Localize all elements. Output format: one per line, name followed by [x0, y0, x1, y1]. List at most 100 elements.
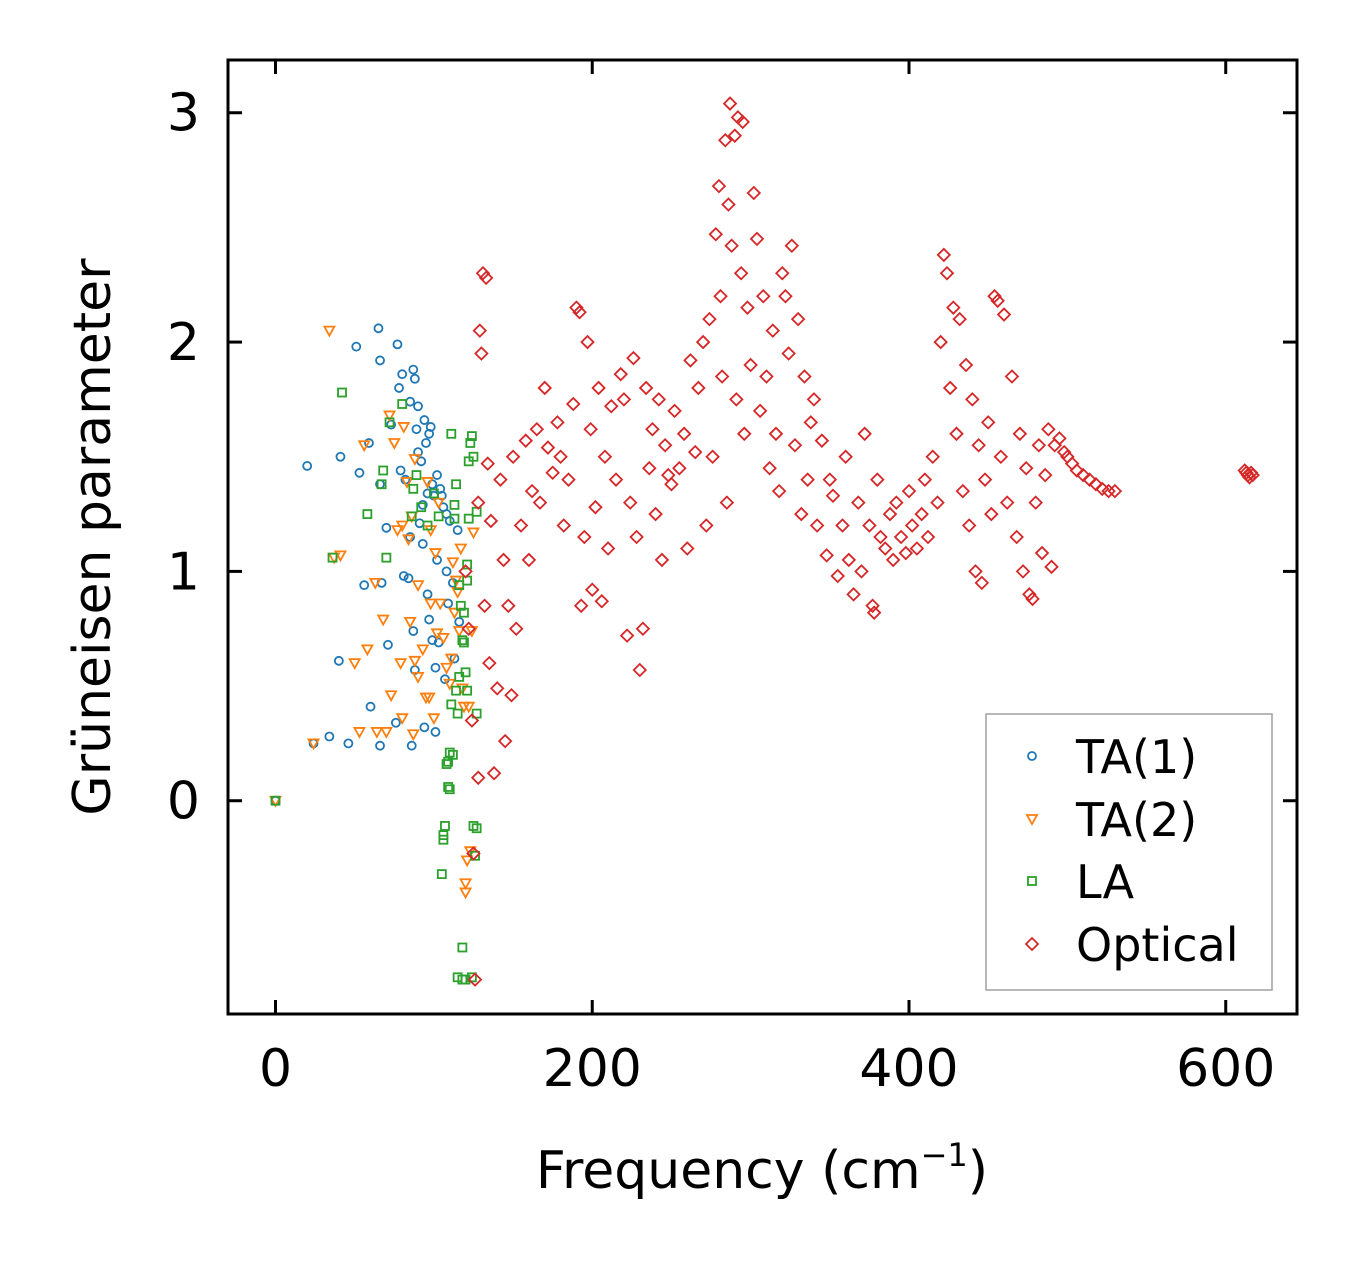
data-point — [873, 529, 888, 545]
data-point — [800, 472, 815, 487]
data-point — [550, 415, 565, 430]
data-point — [561, 472, 576, 487]
data-point — [471, 506, 482, 517]
data-point — [787, 437, 803, 453]
data-point — [885, 552, 901, 568]
data-point — [354, 467, 365, 478]
data-point — [806, 392, 822, 407]
data-point — [462, 701, 476, 714]
data-point — [486, 765, 502, 781]
data-point — [603, 399, 619, 414]
data-point — [430, 727, 441, 737]
legend-label-ta2: TA(2) — [1075, 793, 1197, 847]
data-point — [443, 678, 457, 691]
data-point — [480, 456, 496, 471]
data-point — [446, 557, 460, 570]
data-point — [984, 506, 999, 522]
data-point — [408, 483, 419, 494]
data-point — [368, 577, 382, 590]
data-point — [464, 713, 480, 728]
data-point — [398, 571, 409, 581]
y-tick-label: 2 — [167, 313, 200, 373]
data-point — [743, 357, 758, 373]
data-point — [996, 307, 1012, 322]
series-la — [270, 387, 482, 985]
data-point — [408, 454, 422, 466]
data-point — [474, 346, 489, 361]
data-point — [452, 626, 466, 638]
data-point — [508, 621, 524, 637]
data-point — [402, 534, 416, 547]
data-point — [386, 419, 397, 430]
data-point — [436, 869, 447, 880]
data-point — [343, 738, 354, 749]
data-point — [335, 451, 346, 462]
x-tick-label: 200 — [543, 1039, 642, 1099]
data-point — [961, 518, 977, 533]
data-point — [857, 426, 872, 442]
data-point — [877, 541, 893, 556]
data-point — [397, 399, 408, 409]
data-point — [449, 513, 460, 524]
data-point — [443, 598, 454, 609]
data-point — [819, 548, 834, 563]
data-point — [446, 428, 457, 439]
data-point — [458, 564, 473, 579]
data-point — [348, 658, 362, 670]
data-point — [580, 334, 595, 350]
plot-area-frame — [226, 58, 1299, 1016]
data-point — [830, 568, 845, 584]
data-point — [427, 713, 441, 726]
data-point — [451, 685, 461, 696]
data-point — [904, 518, 920, 533]
data-point — [1015, 564, 1031, 579]
data-point — [778, 288, 793, 304]
data-point — [470, 850, 480, 861]
data-point — [384, 417, 395, 428]
data-points — [268, 96, 1260, 987]
data-point — [413, 401, 423, 412]
data-point — [436, 633, 450, 645]
data-point — [629, 529, 644, 545]
data-point — [395, 520, 409, 533]
data-point — [613, 366, 629, 382]
data-point — [411, 671, 425, 684]
legend-marker — [1024, 936, 1040, 952]
data-point — [952, 311, 967, 327]
data-point — [1025, 591, 1040, 607]
data-point — [421, 477, 435, 489]
data-point — [477, 598, 492, 614]
data-point — [425, 422, 436, 432]
data-point — [708, 227, 724, 242]
data-point — [405, 396, 416, 407]
data-point — [421, 438, 431, 448]
data-point — [370, 727, 384, 739]
data-point — [987, 288, 1002, 304]
data-point — [428, 548, 442, 560]
data-point — [406, 729, 420, 742]
data-point — [306, 738, 321, 751]
data-point — [930, 495, 945, 510]
data-point — [917, 472, 933, 487]
data-point — [468, 451, 479, 462]
data-point — [814, 433, 830, 448]
data-point — [822, 472, 838, 487]
data-point — [432, 497, 446, 510]
data-point — [324, 731, 335, 742]
x-axis-title: Frequency (cm−1) — [536, 1136, 988, 1201]
data-point — [1028, 495, 1043, 510]
data-point — [626, 350, 641, 366]
data-point — [460, 855, 474, 868]
data-point — [441, 759, 452, 769]
data-point — [1012, 426, 1028, 442]
data-point — [362, 509, 373, 519]
data-point — [376, 614, 390, 627]
data-point — [482, 655, 497, 671]
data-point — [1052, 431, 1067, 446]
data-point — [462, 685, 473, 696]
data-point — [1101, 483, 1116, 499]
data-point — [1044, 559, 1059, 575]
data-point — [451, 479, 461, 490]
data-point — [1009, 529, 1024, 545]
data-point — [784, 238, 800, 254]
